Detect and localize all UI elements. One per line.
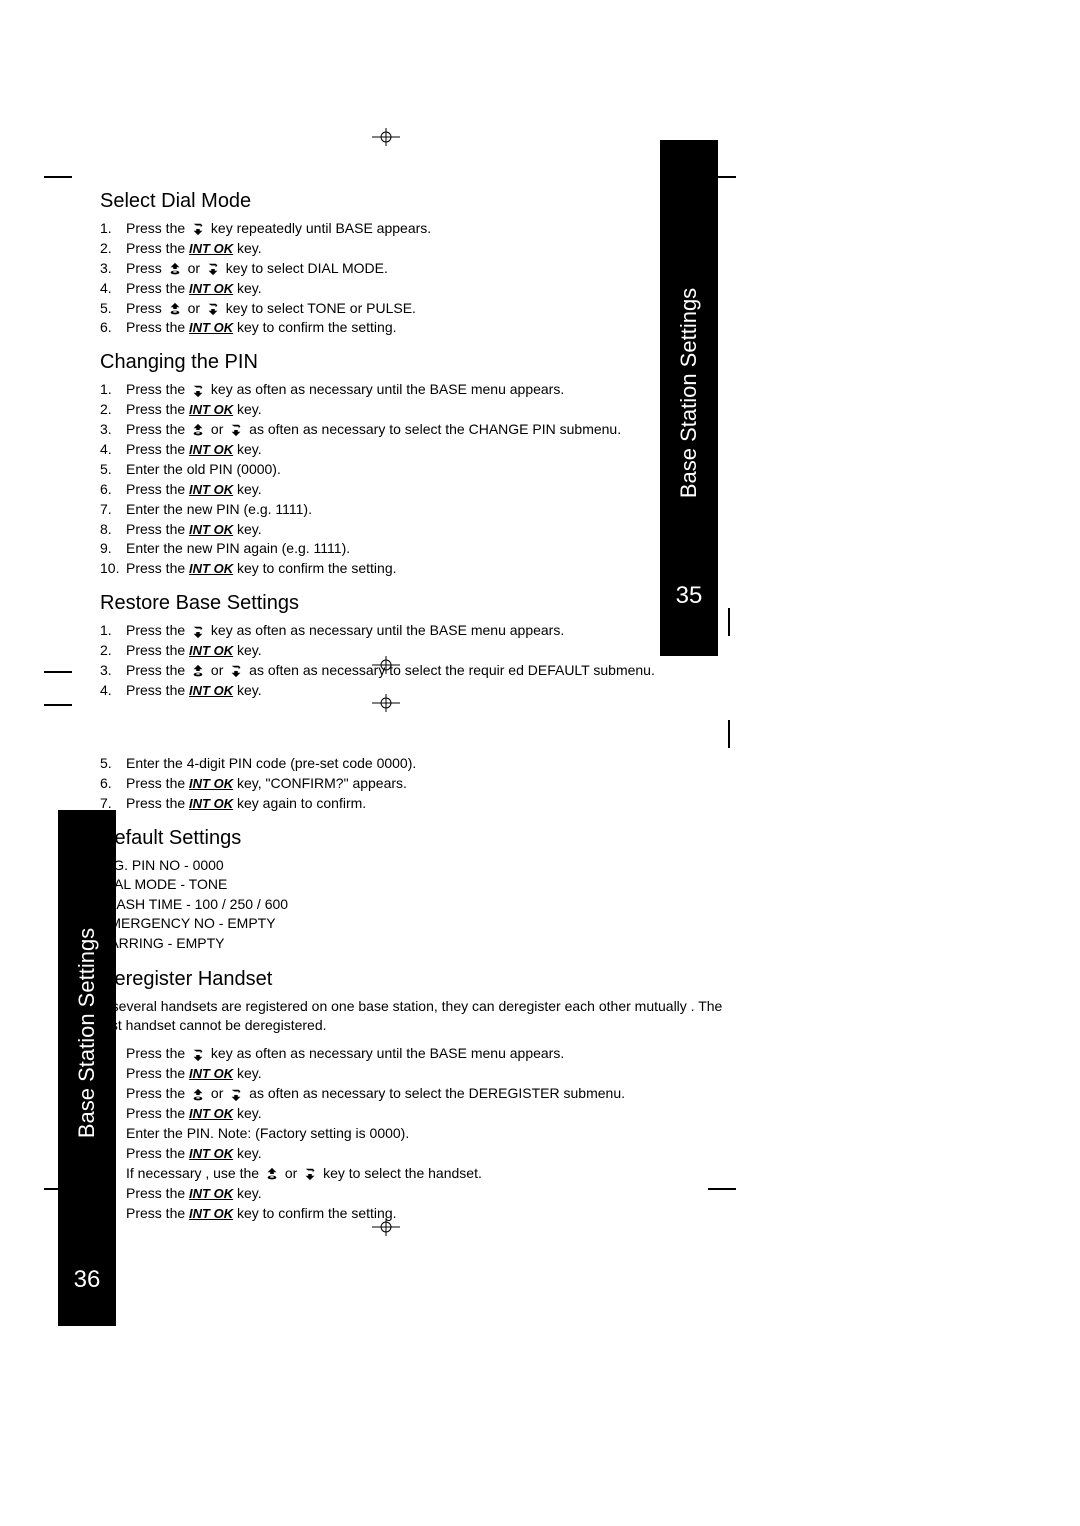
crop-mark [44, 176, 72, 178]
handset-up-icon [189, 662, 207, 678]
step-item: Enter the new PIN (e.g. 1111). [100, 500, 740, 519]
step-item: Press the INT OK key. [100, 1184, 740, 1203]
int-ok-key: INT OK [189, 643, 233, 658]
step-item: Press the key as often as necessary unti… [100, 621, 740, 640]
step-item: Press the INT OK key. [100, 440, 740, 459]
int-ok-key: INT OK [189, 1186, 233, 1201]
phonebook-down-icon [204, 260, 222, 276]
page-36-content: Enter the 4-digit PIN code (pre-set code… [100, 754, 740, 1223]
phonebook-down-icon [204, 300, 222, 316]
int-ok-key: INT OK [189, 241, 233, 256]
step-item: Press the INT OK key. [100, 1144, 740, 1163]
phonebook-down-icon [227, 421, 245, 437]
heading-deregister: Deregister Handset [100, 968, 740, 991]
step-item: Press the INT OK key again to confirm. [100, 794, 740, 813]
step-item: Press the INT OK key. [100, 480, 740, 499]
int-ok-key: INT OK [189, 683, 233, 698]
int-ok-key: INT OK [189, 1146, 233, 1161]
step-item: Enter the old PIN (0000). [100, 460, 740, 479]
step-item: Press the or as often as necessary to se… [100, 661, 740, 680]
step-item: Enter the PIN. Note: (Factory setting is… [100, 1124, 740, 1143]
step-item: Press the INT OK key. [100, 681, 740, 700]
phonebook-down-icon [301, 1165, 319, 1181]
step-item: If necessary , use the or key to select … [100, 1164, 740, 1183]
step-item: Press the key repeatedly until BASE appe… [100, 219, 740, 238]
steps-restore-base: Press the key as often as necessary unti… [100, 621, 740, 700]
step-item: Press the INT OK key. [100, 279, 740, 298]
phonebook-down-icon [189, 1045, 207, 1061]
default-setting-line: DIAL MODE - TONE [100, 875, 740, 895]
int-ok-key: INT OK [189, 561, 233, 576]
step-item: Press the INT OK key to confirm the sett… [100, 318, 740, 337]
default-setting-line: FLASH TIME - 100 / 250 / 600 [100, 895, 740, 915]
heading-default-settings: Default Settings [100, 827, 740, 850]
handset-up-icon [189, 421, 207, 437]
int-ok-key: INT OK [189, 1106, 233, 1121]
step-item: Press the or as often as necessary to se… [100, 1084, 740, 1103]
int-ok-key: INT OK [189, 776, 233, 791]
handset-up-icon [166, 300, 184, 316]
step-item: Press the INT OK key, "CONFIRM?" appears… [100, 774, 740, 793]
step-item: Press the INT OK key to confirm the sett… [100, 1204, 740, 1223]
page-35-content: Select Dial Mode Press the key repeatedl… [100, 190, 740, 701]
steps-changing-pin: Press the key as often as necessary unti… [100, 380, 740, 578]
step-item: Press the INT OK key. [100, 520, 740, 539]
phonebook-down-icon [189, 381, 207, 397]
int-ok-key: INT OK [189, 1066, 233, 1081]
phonebook-down-icon [227, 662, 245, 678]
int-ok-key: INT OK [189, 482, 233, 497]
phonebook-down-icon [189, 220, 207, 236]
default-setting-line: E.G. PIN NO - 0000 [100, 856, 740, 876]
step-item: Press the or as often as necessary to se… [100, 420, 740, 439]
heading-select-dial-mode: Select Dial Mode [100, 190, 740, 213]
int-ok-key: INT OK [189, 442, 233, 457]
int-ok-key: INT OK [189, 796, 233, 811]
deregister-intro: If several handsets are registered on on… [100, 997, 740, 1035]
phonebook-down-icon [227, 1085, 245, 1101]
default-settings-list: E.G. PIN NO - 0000DIAL MODE - TONEFLASH … [100, 856, 740, 954]
phonebook-down-icon [189, 622, 207, 638]
crop-mark [44, 704, 72, 706]
default-setting-line: BARRING - EMPTY [100, 934, 740, 954]
int-ok-key: INT OK [189, 1206, 233, 1221]
steps-deregister: Press the key as often as necessary unti… [100, 1044, 740, 1222]
step-item: Press the key as often as necessary unti… [100, 1044, 740, 1063]
handset-up-icon [189, 1085, 207, 1101]
int-ok-key: INT OK [189, 522, 233, 537]
step-item: Press the INT OK key. [100, 641, 740, 660]
handset-up-icon [166, 260, 184, 276]
heading-changing-pin: Changing the PIN [100, 351, 740, 374]
print-reg-mark [372, 128, 400, 146]
step-item: Enter the new PIN again (e.g. 1111). [100, 539, 740, 558]
step-item: Press or key to select DIAL MODE. [100, 259, 740, 278]
step-item: Press the INT OK key. [100, 1064, 740, 1083]
default-setting-line: EMERGENCY NO - EMPTY [100, 914, 740, 934]
handset-up-icon [263, 1165, 281, 1181]
crop-mark [728, 720, 730, 748]
int-ok-key: INT OK [189, 320, 233, 335]
steps-restore-base-cont: Enter the 4-digit PIN code (pre-set code… [100, 754, 740, 813]
step-item: Press the INT OK key. [100, 400, 740, 419]
side-tab-label: Base Station Settings [74, 928, 100, 1138]
step-item: Press the key as often as necessary unti… [100, 380, 740, 399]
step-item: Press or key to select TONE or PULSE. [100, 299, 740, 318]
heading-restore-base: Restore Base Settings [100, 592, 740, 615]
steps-select-dial-mode: Press the key repeatedly until BASE appe… [100, 219, 740, 337]
step-item: Press the INT OK key. [100, 1104, 740, 1123]
int-ok-key: INT OK [189, 281, 233, 296]
int-ok-key: INT OK [189, 402, 233, 417]
crop-mark [44, 671, 72, 673]
page-number: 36 [58, 1266, 116, 1294]
step-item: Press the INT OK key. [100, 239, 740, 258]
step-item: Enter the 4-digit PIN code (pre-set code… [100, 754, 740, 773]
step-item: Press the INT OK key to confirm the sett… [100, 559, 740, 578]
